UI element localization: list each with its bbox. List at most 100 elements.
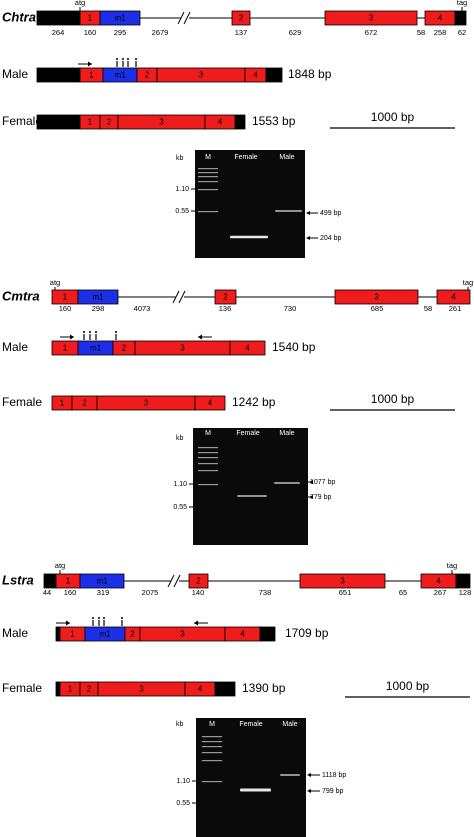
band-arrow-head (306, 236, 310, 240)
exon (99, 10, 141, 26)
segment-length: 58 (424, 304, 432, 313)
break-mark (177, 11, 185, 25)
segment-length: 267 (434, 588, 447, 597)
marker-label: 0.55 (176, 800, 190, 807)
band-label: 1077 bp (310, 479, 335, 486)
exon-label: 1 (63, 293, 68, 302)
exon-label: 2 (82, 399, 87, 408)
start-codon: atg (50, 278, 60, 287)
gene-name: Cmtra (2, 288, 40, 303)
exon-label: 3 (139, 685, 144, 694)
stop-codon-dot (115, 331, 117, 333)
stop-codon-dot (98, 617, 100, 619)
gel (196, 718, 306, 837)
exon-label: 1 (68, 685, 73, 694)
start-codon: atg (55, 561, 65, 570)
utr (234, 114, 246, 130)
ladder-band (198, 447, 218, 449)
break-mark (172, 290, 180, 304)
segment-length: 4073 (134, 304, 151, 313)
stop-codon-dot (122, 58, 124, 60)
stop-codon-dot (135, 58, 137, 60)
exon-label: m1 (114, 14, 126, 23)
segment-length: 160 (84, 28, 97, 37)
utr (454, 10, 467, 26)
gel-unit: kb (176, 155, 184, 162)
break-gap (176, 291, 184, 303)
segment-length: 629 (289, 28, 302, 37)
exon-label: 3 (144, 399, 149, 408)
ladder-band (198, 189, 218, 191)
exon-label: m1 (92, 293, 104, 302)
band-arrow-head (306, 211, 310, 215)
segment-length: 295 (114, 28, 127, 37)
ladder-band (198, 211, 218, 213)
gel-unit: kb (176, 721, 184, 728)
ladder-band (198, 470, 218, 472)
exon-label: m1 (96, 577, 108, 586)
utr (36, 67, 81, 83)
exon (77, 289, 119, 305)
gel (195, 150, 305, 258)
ladder-band (202, 760, 222, 762)
exon-label: m1 (114, 71, 126, 80)
exon-label: 2 (145, 71, 150, 80)
utr (36, 10, 81, 26)
exon-label: 1 (89, 71, 94, 80)
marker-label: 0.55 (173, 504, 187, 511)
exon-label: 3 (180, 344, 185, 353)
exon-label: m1 (99, 630, 111, 639)
segment-length: 160 (59, 304, 72, 313)
segment-length: 2679 (152, 28, 169, 37)
transcript-size: 1553 bp (252, 114, 296, 128)
segment-length: 730 (284, 304, 297, 313)
ladder-band (198, 168, 218, 170)
stop-codon-dot (92, 617, 94, 619)
stop-codon: tag (457, 0, 467, 7)
segment-length: 264 (52, 28, 65, 37)
transcript-size: 1709 bp (285, 626, 329, 640)
exon (188, 573, 209, 589)
exon-label: 3 (159, 118, 164, 127)
exon-label: 2 (122, 344, 127, 353)
segment-length: 65 (399, 588, 407, 597)
ladder-band (198, 457, 218, 459)
gene-name: Chtra (2, 9, 36, 24)
exon-label: 2 (130, 630, 135, 639)
segment-length: 672 (365, 28, 378, 37)
segment-length: 136 (219, 304, 232, 313)
ladder-band (202, 736, 222, 738)
utr (265, 67, 283, 83)
exon (324, 10, 418, 26)
segment-length: 128 (459, 588, 472, 597)
ladder-band (202, 741, 222, 743)
band-label: 799 bp (322, 788, 344, 795)
gel-band (230, 235, 268, 239)
start-codon: atg (75, 0, 85, 7)
ladder-band (202, 752, 222, 754)
exon-label: 4 (198, 685, 203, 694)
exon-label: 3 (340, 577, 345, 586)
lane-label: Female (239, 721, 262, 728)
segment-length: 298 (92, 304, 105, 313)
ladder-band (202, 746, 222, 748)
band-arrow-head (309, 495, 313, 499)
row-label: Male (2, 340, 28, 354)
exon-label: 2 (239, 14, 244, 23)
exon (229, 340, 266, 356)
band-label: 499 bp (320, 210, 342, 217)
exon-label: 4 (438, 14, 443, 23)
exon-label: 3 (180, 630, 185, 639)
stop-codon-dot (103, 617, 105, 619)
marker-label: 1.10 (176, 778, 190, 785)
stop-codon: tag (447, 561, 457, 570)
segment-length: 685 (371, 304, 384, 313)
lane-label: Male (279, 430, 294, 437)
exon (194, 395, 226, 411)
stop-codon-dot (95, 331, 97, 333)
exon-label: 4 (245, 344, 250, 353)
utr (214, 681, 236, 697)
lane-label: M (205, 430, 211, 437)
stop-codon-dot (83, 331, 85, 333)
